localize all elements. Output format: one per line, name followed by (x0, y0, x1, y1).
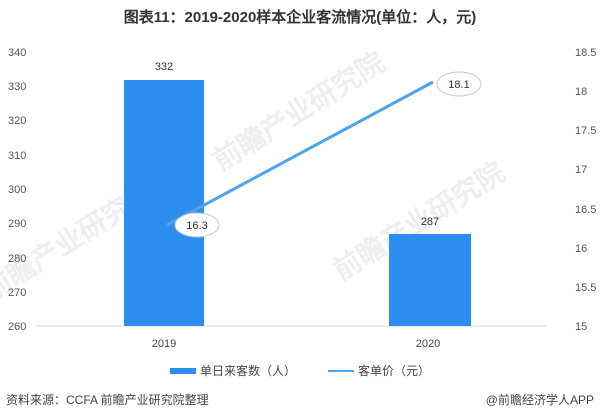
y-left-tick: 330 (8, 81, 26, 93)
y-right-tick: 18 (575, 86, 587, 98)
line-value-label: 16.3 (186, 220, 207, 232)
legend-label: 单日来客数（人） (199, 364, 296, 378)
bar-2020 (389, 234, 471, 326)
bar-2019 (124, 80, 204, 326)
line-swatch-icon (328, 369, 354, 372)
line-label-bubble (174, 212, 220, 238)
y-right-tick: 15.5 (575, 282, 596, 294)
y-left-tick: 310 (8, 150, 26, 162)
y-right-tick: 16.5 (575, 204, 596, 216)
bar-value-label: 332 (155, 61, 173, 73)
x-tick: 2020 (416, 338, 440, 350)
legend: 单日来客数（人） 客单价（元） (0, 362, 600, 379)
chart-canvas: 340 330 320 310 300 290 280 270 260 18.5… (8, 47, 596, 350)
y-left-tick: 320 (8, 115, 26, 127)
y-left-tick: 280 (8, 253, 26, 265)
bar-swatch-icon (169, 367, 196, 374)
bar-value-label: 287 (421, 216, 439, 228)
chart-title: 图表11：2019-2020样本企业客流情况(单位：人，元) (123, 9, 477, 26)
source-note: 资料来源：CCFA 前瞻产业研究院整理 (6, 393, 209, 407)
legend-item-line[interactable]: 客单价（元） (328, 362, 430, 379)
y-axis-left: 340 330 320 310 300 290 280 270 260 (8, 47, 26, 333)
x-tick: 2019 (152, 338, 176, 350)
y-right-tick: 17.5 (575, 125, 596, 137)
line-value-label: 18.1 (448, 79, 469, 91)
y-left-tick: 290 (8, 218, 26, 230)
y-right-tick: 16 (575, 243, 587, 255)
legend-label: 客单价（元） (358, 364, 431, 378)
y-right-tick: 18.5 (575, 47, 596, 59)
y-left-tick: 340 (8, 47, 26, 59)
line-series (166, 80, 434, 227)
y-left-tick: 300 (8, 184, 26, 196)
line-label-bubble (436, 71, 482, 97)
y-right-tick: 15 (575, 321, 587, 333)
legend-item-bar[interactable]: 单日来客数（人） (169, 362, 296, 379)
y-left-tick: 270 (8, 287, 26, 299)
footer: 资料来源：CCFA 前瞻产业研究院整理 @前瞻经济学人APP (6, 391, 594, 408)
y-axis-right: 18.5 18 17.5 17 16.5 16 15.5 15 (575, 47, 596, 333)
y-left-tick: 260 (8, 321, 26, 333)
credit-note: @前瞻经济学人APP (485, 393, 594, 407)
y-right-tick: 17 (575, 164, 587, 176)
